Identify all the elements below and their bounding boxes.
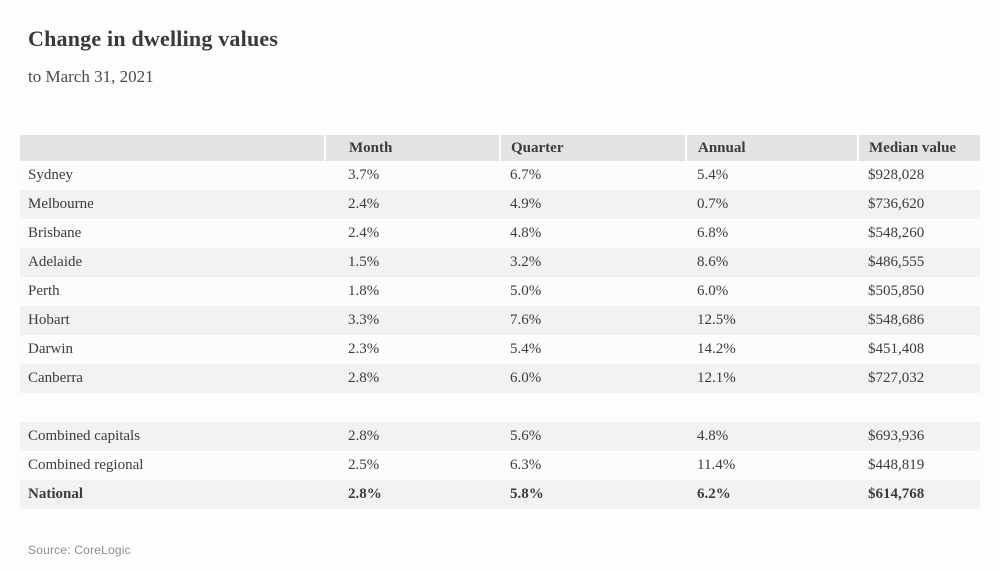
page-title: Change in dwelling values: [28, 26, 279, 51]
table-row: Sydney 3.7% 6.7% 5.4% $928,028: [20, 161, 980, 190]
spacer-row: [20, 393, 980, 422]
table-row: Combined capitals 2.8% 5.6% 4.8% $693,936: [20, 422, 980, 451]
row-value: 2.8%: [348, 486, 382, 502]
table-row: National 2.8% 5.8% 6.2% $614,768: [20, 480, 980, 509]
row-value: 5.4%: [697, 167, 729, 183]
row-value: $928,028: [868, 167, 925, 183]
summary-rows-group: Combined capitals 2.8% 5.6% 4.8% $693,936 Com…: [20, 422, 980, 509]
row-value: 1.8%: [348, 283, 380, 299]
table-row: Combined regional 2.5% 6.3% 11.4% $448,819: [20, 451, 980, 480]
table-row: Perth 1.8% 5.0% 6.0% $505,850: [20, 277, 980, 306]
row-value: $614,768: [868, 486, 925, 502]
table-row: Canberra 2.8% 6.0% 12.1% $727,032: [20, 364, 980, 393]
row-label: Brisbane: [28, 225, 82, 241]
row-value: $693,936: [868, 428, 925, 444]
source-note: Source: CoreLogic: [28, 543, 131, 557]
table-row: Melbourne 2.4% 4.9% 0.7% $736,620: [20, 190, 980, 219]
row-value: 8.6%: [697, 254, 729, 270]
table-row: Hobart 3.3% 7.6% 12.5% $548,686: [20, 306, 980, 335]
row-value: 2.4%: [348, 196, 380, 212]
row-value: 5.8%: [510, 486, 544, 502]
row-value: $505,850: [868, 283, 925, 299]
spacer-group: [20, 393, 980, 422]
table-row: Brisbane 2.4% 4.8% 6.8% $548,260: [20, 219, 980, 248]
row-label: Combined regional: [28, 457, 144, 473]
row-label: Sydney: [28, 167, 73, 183]
row-value: 4.8%: [510, 225, 542, 241]
page-subtitle: to March 31, 2021: [28, 67, 154, 86]
row-value: 2.4%: [348, 225, 380, 241]
row-value: 2.8%: [348, 370, 380, 386]
row-label: Hobart: [28, 312, 70, 328]
row-value: $448,819: [868, 457, 925, 473]
row-value: $451,408: [868, 341, 925, 357]
row-value: $736,620: [868, 196, 925, 212]
header-row: Month Quarter Annual Median value: [20, 135, 980, 161]
row-label: Combined capitals: [28, 428, 141, 444]
dwelling-values-table: Month Quarter Annual Median value Sydney…: [20, 135, 980, 509]
row-value: 7.6%: [510, 312, 542, 328]
row-value: 5.0%: [510, 283, 542, 299]
column-header-region: [20, 135, 325, 161]
row-label: Adelaide: [28, 254, 83, 270]
row-value: 12.5%: [697, 312, 736, 328]
row-value: 1.5%: [348, 254, 380, 270]
row-value: $548,260: [868, 225, 925, 241]
row-value: 3.7%: [348, 167, 380, 183]
row-value: 14.2%: [697, 341, 736, 357]
row-value: 0.7%: [697, 196, 729, 212]
row-value: $486,555: [868, 254, 925, 270]
row-label: Perth: [28, 283, 60, 299]
row-value: $727,032: [868, 370, 925, 386]
row-label: Darwin: [28, 341, 73, 357]
row-value: 6.8%: [697, 225, 729, 241]
table-row: Adelaide 1.5% 3.2% 8.6% $486,555: [20, 248, 980, 277]
row-value: 12.1%: [697, 370, 736, 386]
row-value: 6.2%: [697, 486, 731, 502]
row-value: 3.2%: [510, 254, 542, 270]
row-value: 11.4%: [697, 457, 736, 473]
row-label: Melbourne: [28, 196, 94, 212]
table-row: Darwin 2.3% 5.4% 14.2% $451,408: [20, 335, 980, 364]
row-value: $548,686: [868, 312, 925, 328]
row-value: 6.7%: [510, 167, 542, 183]
city-rows-group: Sydney 3.7% 6.7% 5.4% $928,028 Melbourne 2.4% 4…: [20, 161, 980, 393]
column-header-month: Month: [324, 135, 500, 161]
row-label: National: [28, 486, 84, 502]
row-value: 2.5%: [348, 457, 380, 473]
column-header-annual: Annual: [685, 135, 858, 161]
row-value: 5.4%: [510, 341, 542, 357]
row-label: Canberra: [28, 370, 83, 386]
row-value: 6.3%: [510, 457, 542, 473]
row-value: 3.3%: [348, 312, 380, 328]
row-value: 6.0%: [697, 283, 729, 299]
row-value: 5.6%: [510, 428, 542, 444]
column-header-median-value: Median value: [857, 135, 980, 161]
column-header-quarter: Quarter: [499, 135, 686, 161]
row-value: 2.3%: [348, 341, 380, 357]
row-value: 2.8%: [348, 428, 380, 444]
row-value: 4.9%: [510, 196, 542, 212]
row-value: 4.8%: [697, 428, 729, 444]
row-value: 6.0%: [510, 370, 542, 386]
